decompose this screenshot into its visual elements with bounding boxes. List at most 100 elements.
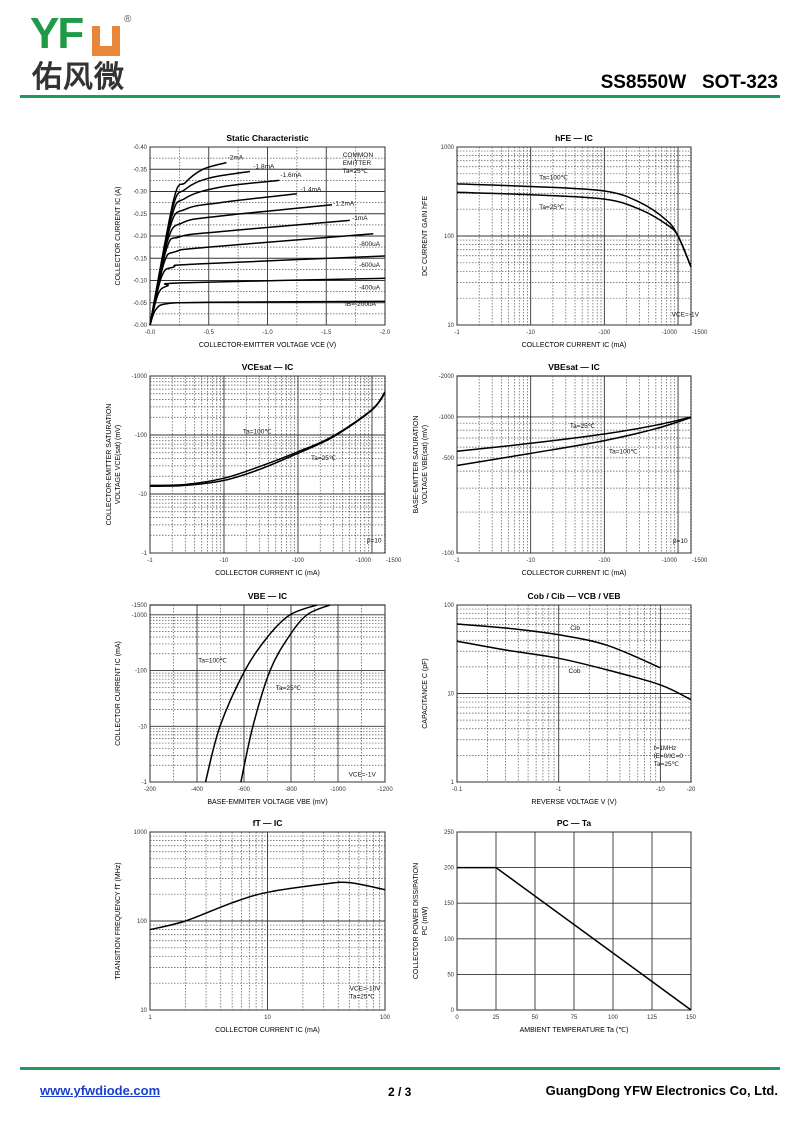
x-tick-label: 0 xyxy=(455,1015,459,1021)
y-axis-label: COLLECTOR CURRENT IC (mA) xyxy=(115,641,122,746)
series-line xyxy=(149,161,227,326)
x-tick-label: 150 xyxy=(686,1015,697,1021)
y-axis-label: COLLECTOR CURRENT IC (A) xyxy=(115,187,122,286)
y-tick-label: 100 xyxy=(444,603,455,609)
chart-annotation: f=1MHz xyxy=(654,745,677,752)
y-tick-label: -1 xyxy=(142,780,148,786)
chart-title: PC — Ta xyxy=(557,818,592,828)
x-tick-label: 25 xyxy=(493,1015,500,1021)
y-tick-label: -2000 xyxy=(439,374,455,380)
chart-annotation: Cob xyxy=(569,668,581,675)
chart-title: hFE — IC xyxy=(555,133,593,143)
chart-annotation: IE=0/IC=0 xyxy=(654,753,684,760)
gridlines xyxy=(456,604,692,783)
website-link[interactable]: www.yfwdiode.com xyxy=(40,1083,161,1098)
x-tick-label: -0.1 xyxy=(452,787,463,793)
chart-vcesat-ic: -1 -10 -100 -1000 -1500 -1 -10 -100 -1000 VCEsat … xyxy=(106,362,402,577)
x-tick-label: 50 xyxy=(532,1015,539,1021)
x-tick-label: 125 xyxy=(647,1015,658,1021)
y-tick-label: -0.00 xyxy=(133,323,147,329)
y-tick-label: 100 xyxy=(444,234,455,240)
chart-annotation: COMMON xyxy=(343,152,374,159)
y-axis-label: PC (mW) xyxy=(422,907,429,936)
chart-annotation: Ta=25℃ xyxy=(311,455,337,462)
x-tick-label: -800 xyxy=(285,787,298,793)
y-tick-label: 100 xyxy=(444,937,455,943)
y-tick-label: 1000 xyxy=(441,145,455,151)
logo-chinese-name: 佑风微 xyxy=(32,60,125,95)
series-line xyxy=(240,604,331,783)
page-number: 2 / 3 xyxy=(388,1085,412,1099)
y-tick-label: 1000 xyxy=(134,830,148,836)
series-line xyxy=(456,416,692,467)
x-tick-label: 75 xyxy=(571,1015,578,1021)
y-tick-label: -10 xyxy=(138,492,147,498)
x-axis-label: COLLECTOR-EMITTER VOLTAGE VCE (V) xyxy=(199,342,336,349)
y-axis-label: VOLTAGE VBE(sat) (mV) xyxy=(422,425,429,504)
series-line xyxy=(149,392,386,488)
chart-annotation: Ta=25℃ xyxy=(570,423,596,430)
gridlines xyxy=(456,831,692,1011)
series-line xyxy=(456,416,692,452)
chart-hfe-ic: -1 -10 -100 -1000 -1500 10 100 1000 hFE — IC COLL… xyxy=(422,133,708,349)
series-line xyxy=(149,277,386,326)
x-tick-label: -200 xyxy=(144,787,157,793)
chart-annotation: Cib xyxy=(570,625,580,632)
x-tick-label: -1500 xyxy=(386,558,402,564)
chart-annotation: VCE=-1V xyxy=(349,772,377,779)
chart-title: VBEsat — IC xyxy=(548,362,600,372)
x-axis-label: AMBIENT TEMPERATURE Ta (℃) xyxy=(520,1027,629,1034)
chart-annotation: -2mA xyxy=(228,154,244,161)
chart-annotation: -1.2mA xyxy=(333,201,355,208)
y-tick-label: -100 xyxy=(135,433,148,439)
y-tick-label: -0.35 xyxy=(133,167,147,173)
y-tick-label: 1 xyxy=(451,780,455,786)
x-axis-label: COLLECTOR CURRENT IC (mA) xyxy=(215,570,320,577)
series-line xyxy=(457,866,692,1011)
x-tick-label: -100 xyxy=(598,558,611,564)
x-tick-label: -1.0 xyxy=(262,330,273,336)
chart-annotation: Ta=25℃ xyxy=(350,994,376,1001)
y-tick-label: 250 xyxy=(444,830,455,836)
series-line xyxy=(456,623,661,669)
y-tick-label: 10 xyxy=(447,692,454,698)
y-tick-label: -0.15 xyxy=(133,256,147,262)
y-tick-label: -0.30 xyxy=(133,190,147,196)
chart-annotation: -1.4mA xyxy=(300,187,322,194)
chart-annotation: VCE=-1V xyxy=(672,311,700,318)
x-axis-label: REVERSE VOLTAGE V (V) xyxy=(531,799,616,806)
chart-vbesat-ic: -1 -10 -100 -1000 -1500 -100 -500 -1000 -2000 VBE… xyxy=(413,362,708,577)
header-divider xyxy=(20,95,780,98)
registered-mark: ® xyxy=(124,14,132,25)
chart-vbe-ic: -200 -400 -600 -800 -1000 -1200 -1 -10 -100 -1000… xyxy=(115,591,393,806)
y-axis-label: DC CURRENT GAIN hFE xyxy=(422,196,429,276)
y-tick-label: -1000 xyxy=(132,613,148,619)
x-tick-label: -1500 xyxy=(692,558,708,564)
series-line xyxy=(204,604,318,783)
chart-title: Static Characteristic xyxy=(226,133,308,143)
chart-annotation: Ta=100℃ xyxy=(539,175,569,182)
y-tick-label: 200 xyxy=(444,866,455,872)
x-tick-label: -1 xyxy=(454,330,460,336)
series-line xyxy=(456,640,692,701)
chart-annotation: -1mA xyxy=(352,215,368,222)
logo-w-mark xyxy=(92,26,120,56)
chart-annotation: β=10 xyxy=(673,538,688,545)
y-tick-label: 100 xyxy=(137,919,148,925)
chart-title: Cob / Cib — VCB / VEB xyxy=(527,591,620,601)
document-title: SS8550W SOT-323 xyxy=(600,72,778,93)
x-tick-label: -10 xyxy=(526,558,535,564)
y-axis-label: VOLTAGE VCE(sat) (mV) xyxy=(115,425,122,504)
x-tick-label: -1000 xyxy=(662,558,678,564)
y-axis-label: COLLECTOR-EMITTER SATURATION xyxy=(106,404,113,526)
series-line xyxy=(149,300,386,326)
chart-annotation: VCE=-10V xyxy=(350,986,382,993)
chart-annotation: β=10 xyxy=(367,538,382,545)
x-tick-label: -1 xyxy=(556,787,562,793)
y-tick-label: -0.40 xyxy=(133,145,147,151)
y-tick-label: 10 xyxy=(140,1008,147,1014)
chart-annotation: Ta=25℃ xyxy=(654,761,680,768)
series-line xyxy=(149,881,386,931)
